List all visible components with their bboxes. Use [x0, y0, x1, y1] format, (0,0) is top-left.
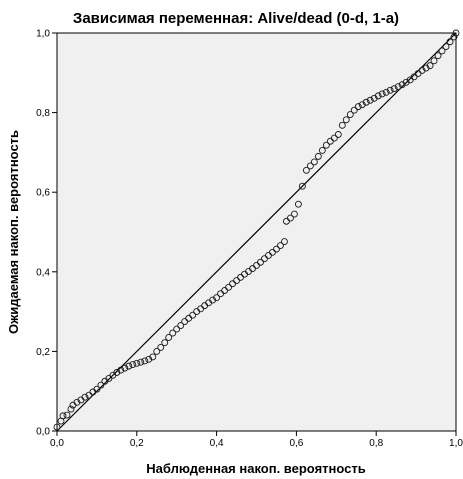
- data-point: [442, 43, 450, 50]
- y-axis-title: Ожидаемая накоп. вероятность: [6, 130, 21, 334]
- data-point: [165, 334, 173, 341]
- data-point: [390, 85, 398, 93]
- data-point: [276, 242, 284, 249]
- data-point: [294, 200, 302, 208]
- data-point: [342, 116, 350, 124]
- data-point: [422, 64, 430, 72]
- y-tick-label: 1,0: [36, 29, 50, 40]
- data-point: [280, 238, 288, 246]
- data-point: [73, 398, 81, 406]
- data-point: [378, 90, 386, 98]
- data-point: [173, 325, 181, 333]
- data-point: [97, 381, 105, 389]
- x-tick-label: 1,0: [449, 438, 463, 449]
- data-point: [426, 62, 434, 70]
- reference-line-group: [56, 32, 457, 432]
- y-axis-ticks: 0,0 0,2 0,4 0,6 0,8 1,0: [36, 29, 57, 438]
- y-tick-label: 0,8: [36, 108, 50, 119]
- y-tick-label: 0,4: [36, 267, 50, 278]
- data-point: [374, 92, 382, 100]
- data-point: [366, 96, 374, 104]
- data-point: [273, 245, 280, 253]
- data-point: [334, 131, 342, 138]
- data-point: [189, 311, 197, 319]
- x-tick-label: 0,8: [369, 438, 383, 449]
- data-point: [382, 88, 390, 96]
- data-point: [169, 329, 177, 337]
- data-point: [438, 47, 446, 55]
- y-tick-label: 0,2: [36, 347, 50, 358]
- data-point: [117, 366, 125, 374]
- data-point: [67, 405, 75, 413]
- data-point: [354, 103, 362, 111]
- data-point: [133, 359, 141, 367]
- data-point: [257, 258, 264, 266]
- x-axis-ticks: 0,0 0,2 0,4 0,6 0,8 1,0: [50, 431, 463, 449]
- data-point: [298, 182, 306, 190]
- data-point: [290, 210, 298, 218]
- data-point: [125, 362, 133, 370]
- data-point: [446, 38, 454, 46]
- data-point: [310, 158, 318, 166]
- data-point: [398, 81, 406, 89]
- data-point: [322, 141, 330, 149]
- data-point: [93, 385, 101, 393]
- data-point: [452, 29, 460, 37]
- data-point: [318, 146, 326, 154]
- data-point: [286, 214, 294, 222]
- data-point: [402, 78, 410, 86]
- data-point: [213, 294, 221, 302]
- x-tick-label: 0,6: [289, 438, 303, 449]
- data-point: [113, 369, 121, 376]
- x-axis-title: Наблюденная накоп. вероятность: [146, 461, 365, 476]
- data-point: [450, 33, 458, 41]
- data-points: [53, 29, 460, 431]
- data-point: [358, 101, 366, 109]
- data-point: [137, 358, 145, 366]
- data-point: [63, 411, 71, 419]
- data-point: [394, 83, 402, 91]
- data-point: [418, 66, 426, 74]
- reference-line: [56, 32, 457, 432]
- data-point: [141, 357, 149, 365]
- data-point: [346, 111, 354, 119]
- data-point: [434, 52, 442, 60]
- y-tick-label: 0,0: [36, 427, 50, 438]
- x-tick-label: 0,2: [130, 438, 144, 449]
- x-tick-label: 0,4: [210, 438, 224, 449]
- data-point: [161, 339, 169, 347]
- data-point: [306, 162, 314, 170]
- data-point: [430, 57, 438, 65]
- data-point: [129, 361, 137, 368]
- data-point: [209, 296, 217, 304]
- data-point: [362, 98, 370, 106]
- x-tick-label: 0,0: [50, 438, 64, 449]
- data-point: [314, 152, 322, 160]
- data-point: [302, 166, 310, 174]
- data-point: [350, 106, 358, 114]
- data-point: [153, 347, 161, 355]
- data-point: [338, 121, 346, 129]
- data-point: [121, 364, 129, 372]
- chart-title: Зависимая переменная: Alive/dead (0-d, 1…: [73, 10, 399, 27]
- data-point: [145, 355, 153, 363]
- data-point: [81, 393, 89, 401]
- data-point: [59, 412, 67, 420]
- data-point: [53, 423, 61, 431]
- data-point: [330, 134, 338, 142]
- data-point: [149, 353, 157, 361]
- data-point: [225, 283, 233, 291]
- data-point: [177, 322, 185, 329]
- y-tick-label: 0,6: [36, 188, 50, 199]
- data-point: [157, 343, 165, 351]
- data-point: [370, 94, 378, 102]
- data-point: [386, 86, 394, 94]
